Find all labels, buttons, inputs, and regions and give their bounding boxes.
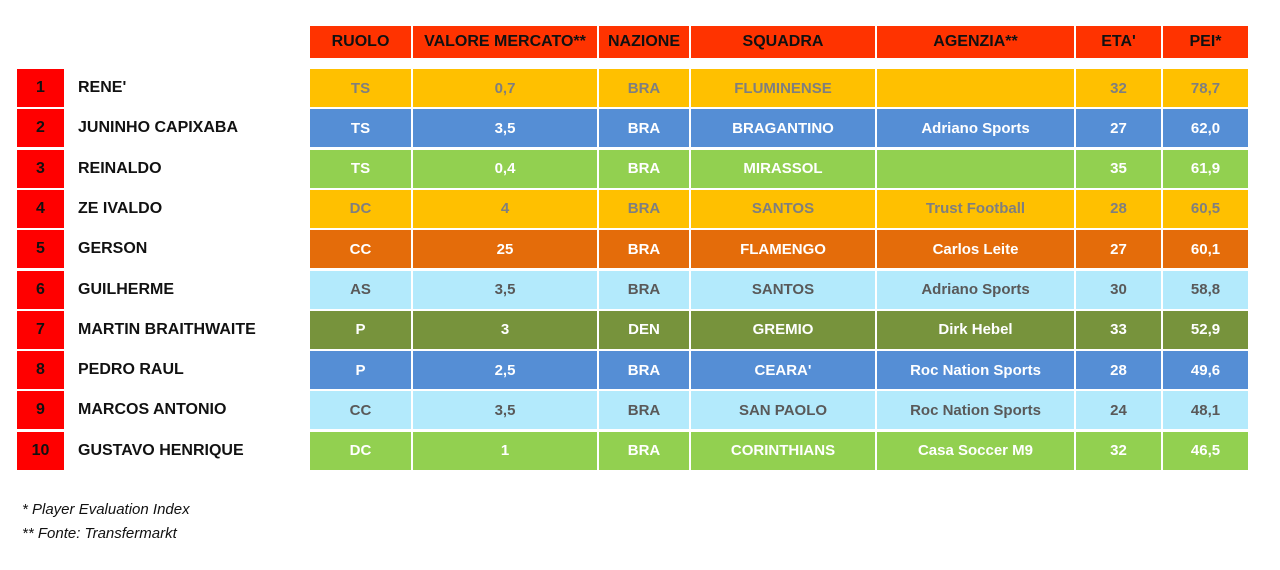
cell-eta: 28 (1076, 351, 1161, 390)
player-name: GUSTAVO HENRIQUE (78, 441, 244, 459)
player-name: ZE IVALDO (78, 199, 163, 217)
cell-squadra: FLUMINENSE (691, 69, 875, 107)
cell-pei: 48,1 (1163, 391, 1248, 430)
cell-eta: 32 (1076, 69, 1161, 107)
player-name: RENE' (78, 79, 127, 96)
rank-badge: 6 (17, 270, 64, 309)
cell-nazione: BRA (599, 230, 689, 269)
cell-squadra: SAN PAOLO (691, 391, 875, 430)
footnote-source: ** Fonte: Transfermarkt (22, 525, 177, 542)
cell-agenzia: Dirk Hebel (877, 310, 1074, 349)
cell-nazione: BRA (599, 391, 689, 430)
cell-eta: 27 (1076, 109, 1161, 148)
cell-squadra: SANTOS (691, 189, 875, 228)
cell-eta: 28 (1076, 189, 1161, 228)
cell-agenzia: Casa Soccer M9 (877, 431, 1074, 470)
footnote-pei: * Player Evaluation Index (22, 501, 190, 518)
column-header-eta: ETA' (1076, 26, 1161, 58)
cell-ruolo: DC (310, 431, 411, 470)
cell-ruolo: TS (310, 69, 411, 107)
rank-badge: 1 (17, 69, 64, 107)
cell-agenzia: Roc Nation Sports (877, 391, 1074, 430)
cell-agenzia (877, 69, 1074, 107)
cell-valore-mercato: 25 (413, 230, 597, 269)
cell-ruolo: DC (310, 189, 411, 228)
cell-pei: 78,7 (1163, 69, 1248, 107)
cell-nazione: DEN (599, 310, 689, 349)
cell-nazione: BRA (599, 109, 689, 148)
cell-ruolo: AS (310, 270, 411, 309)
cell-eta: 33 (1076, 310, 1161, 349)
cell-ruolo: TS (310, 109, 411, 148)
cell-pei: 52,9 (1163, 310, 1248, 349)
cell-squadra: BRAGANTINO (691, 109, 875, 148)
cell-nazione: BRA (599, 149, 689, 188)
rank-badge: 10 (17, 431, 64, 470)
cell-nazione: BRA (599, 69, 689, 107)
cell-pei: 60,5 (1163, 189, 1248, 228)
column-header-nazione: NAZIONE (599, 26, 689, 58)
cell-agenzia: Roc Nation Sports (877, 351, 1074, 390)
cell-eta: 32 (1076, 431, 1161, 470)
cell-agenzia: Carlos Leite (877, 230, 1074, 269)
rank-badge: 7 (17, 310, 64, 349)
column-header-squadra: SQUADRA (691, 26, 875, 58)
player-name: MARTIN BRAITHWAITE (78, 320, 256, 338)
cell-valore-mercato: 0,7 (413, 69, 597, 107)
cell-pei: 62,0 (1163, 109, 1248, 148)
cell-agenzia: Adriano Sports (877, 270, 1074, 309)
cell-valore-mercato: 3,5 (413, 391, 597, 430)
cell-nazione: BRA (599, 431, 689, 470)
player-name: JUNINHO CAPIXABA (78, 119, 239, 137)
cell-squadra: CEARA' (691, 351, 875, 390)
cell-pei: 49,6 (1163, 351, 1248, 390)
cell-eta: 30 (1076, 270, 1161, 309)
cell-ruolo: CC (310, 230, 411, 269)
cell-eta: 27 (1076, 230, 1161, 269)
cell-pei: 60,1 (1163, 230, 1248, 269)
cell-ruolo: TS (310, 149, 411, 188)
cell-squadra: MIRASSOL (691, 149, 875, 188)
cell-squadra: GREMIO (691, 310, 875, 349)
cell-eta: 35 (1076, 149, 1161, 188)
cell-squadra: FLAMENGO (691, 230, 875, 269)
cell-valore-mercato: 2,5 (413, 351, 597, 390)
rank-badge: 2 (17, 109, 64, 148)
cell-valore-mercato: 4 (413, 189, 597, 228)
player-name: MARCOS ANTONIO (78, 401, 227, 419)
player-name: GERSON (78, 240, 148, 258)
cell-ruolo: P (310, 310, 411, 349)
cell-pei: 61,9 (1163, 149, 1248, 188)
cell-agenzia: Adriano Sports (877, 109, 1074, 148)
rank-badge: 9 (17, 391, 64, 430)
rank-badge: 8 (17, 351, 64, 390)
cell-nazione: BRA (599, 270, 689, 309)
column-header-pei: PEI* (1163, 26, 1248, 58)
cell-agenzia (877, 149, 1074, 188)
cell-ruolo: P (310, 351, 411, 390)
cell-valore-mercato: 1 (413, 431, 597, 470)
column-header-agenzia: AGENZIA** (877, 26, 1074, 58)
column-header-valore-mercato: VALORE MERCATO** (413, 26, 597, 58)
cell-nazione: BRA (599, 351, 689, 390)
cell-pei: 46,5 (1163, 431, 1248, 470)
cell-squadra: SANTOS (691, 270, 875, 309)
cell-nazione: BRA (599, 189, 689, 228)
rank-badge: 3 (17, 149, 64, 188)
cell-squadra: CORINTHIANS (691, 431, 875, 470)
cell-valore-mercato: 0,4 (413, 149, 597, 188)
cell-pei: 58,8 (1163, 270, 1248, 309)
player-name: PEDRO RAUL (78, 361, 184, 379)
column-header-ruolo: RUOLO (310, 26, 411, 58)
cell-valore-mercato: 3 (413, 310, 597, 349)
player-name: REINALDO (78, 159, 162, 177)
player-name: GUILHERME (78, 280, 174, 298)
rank-badge: 4 (17, 189, 64, 228)
cell-ruolo: CC (310, 391, 411, 430)
cell-eta: 24 (1076, 391, 1161, 430)
cell-valore-mercato: 3,5 (413, 270, 597, 309)
cell-agenzia: Trust Football (877, 189, 1074, 228)
cell-valore-mercato: 3,5 (413, 109, 597, 148)
rank-badge: 5 (17, 230, 64, 269)
